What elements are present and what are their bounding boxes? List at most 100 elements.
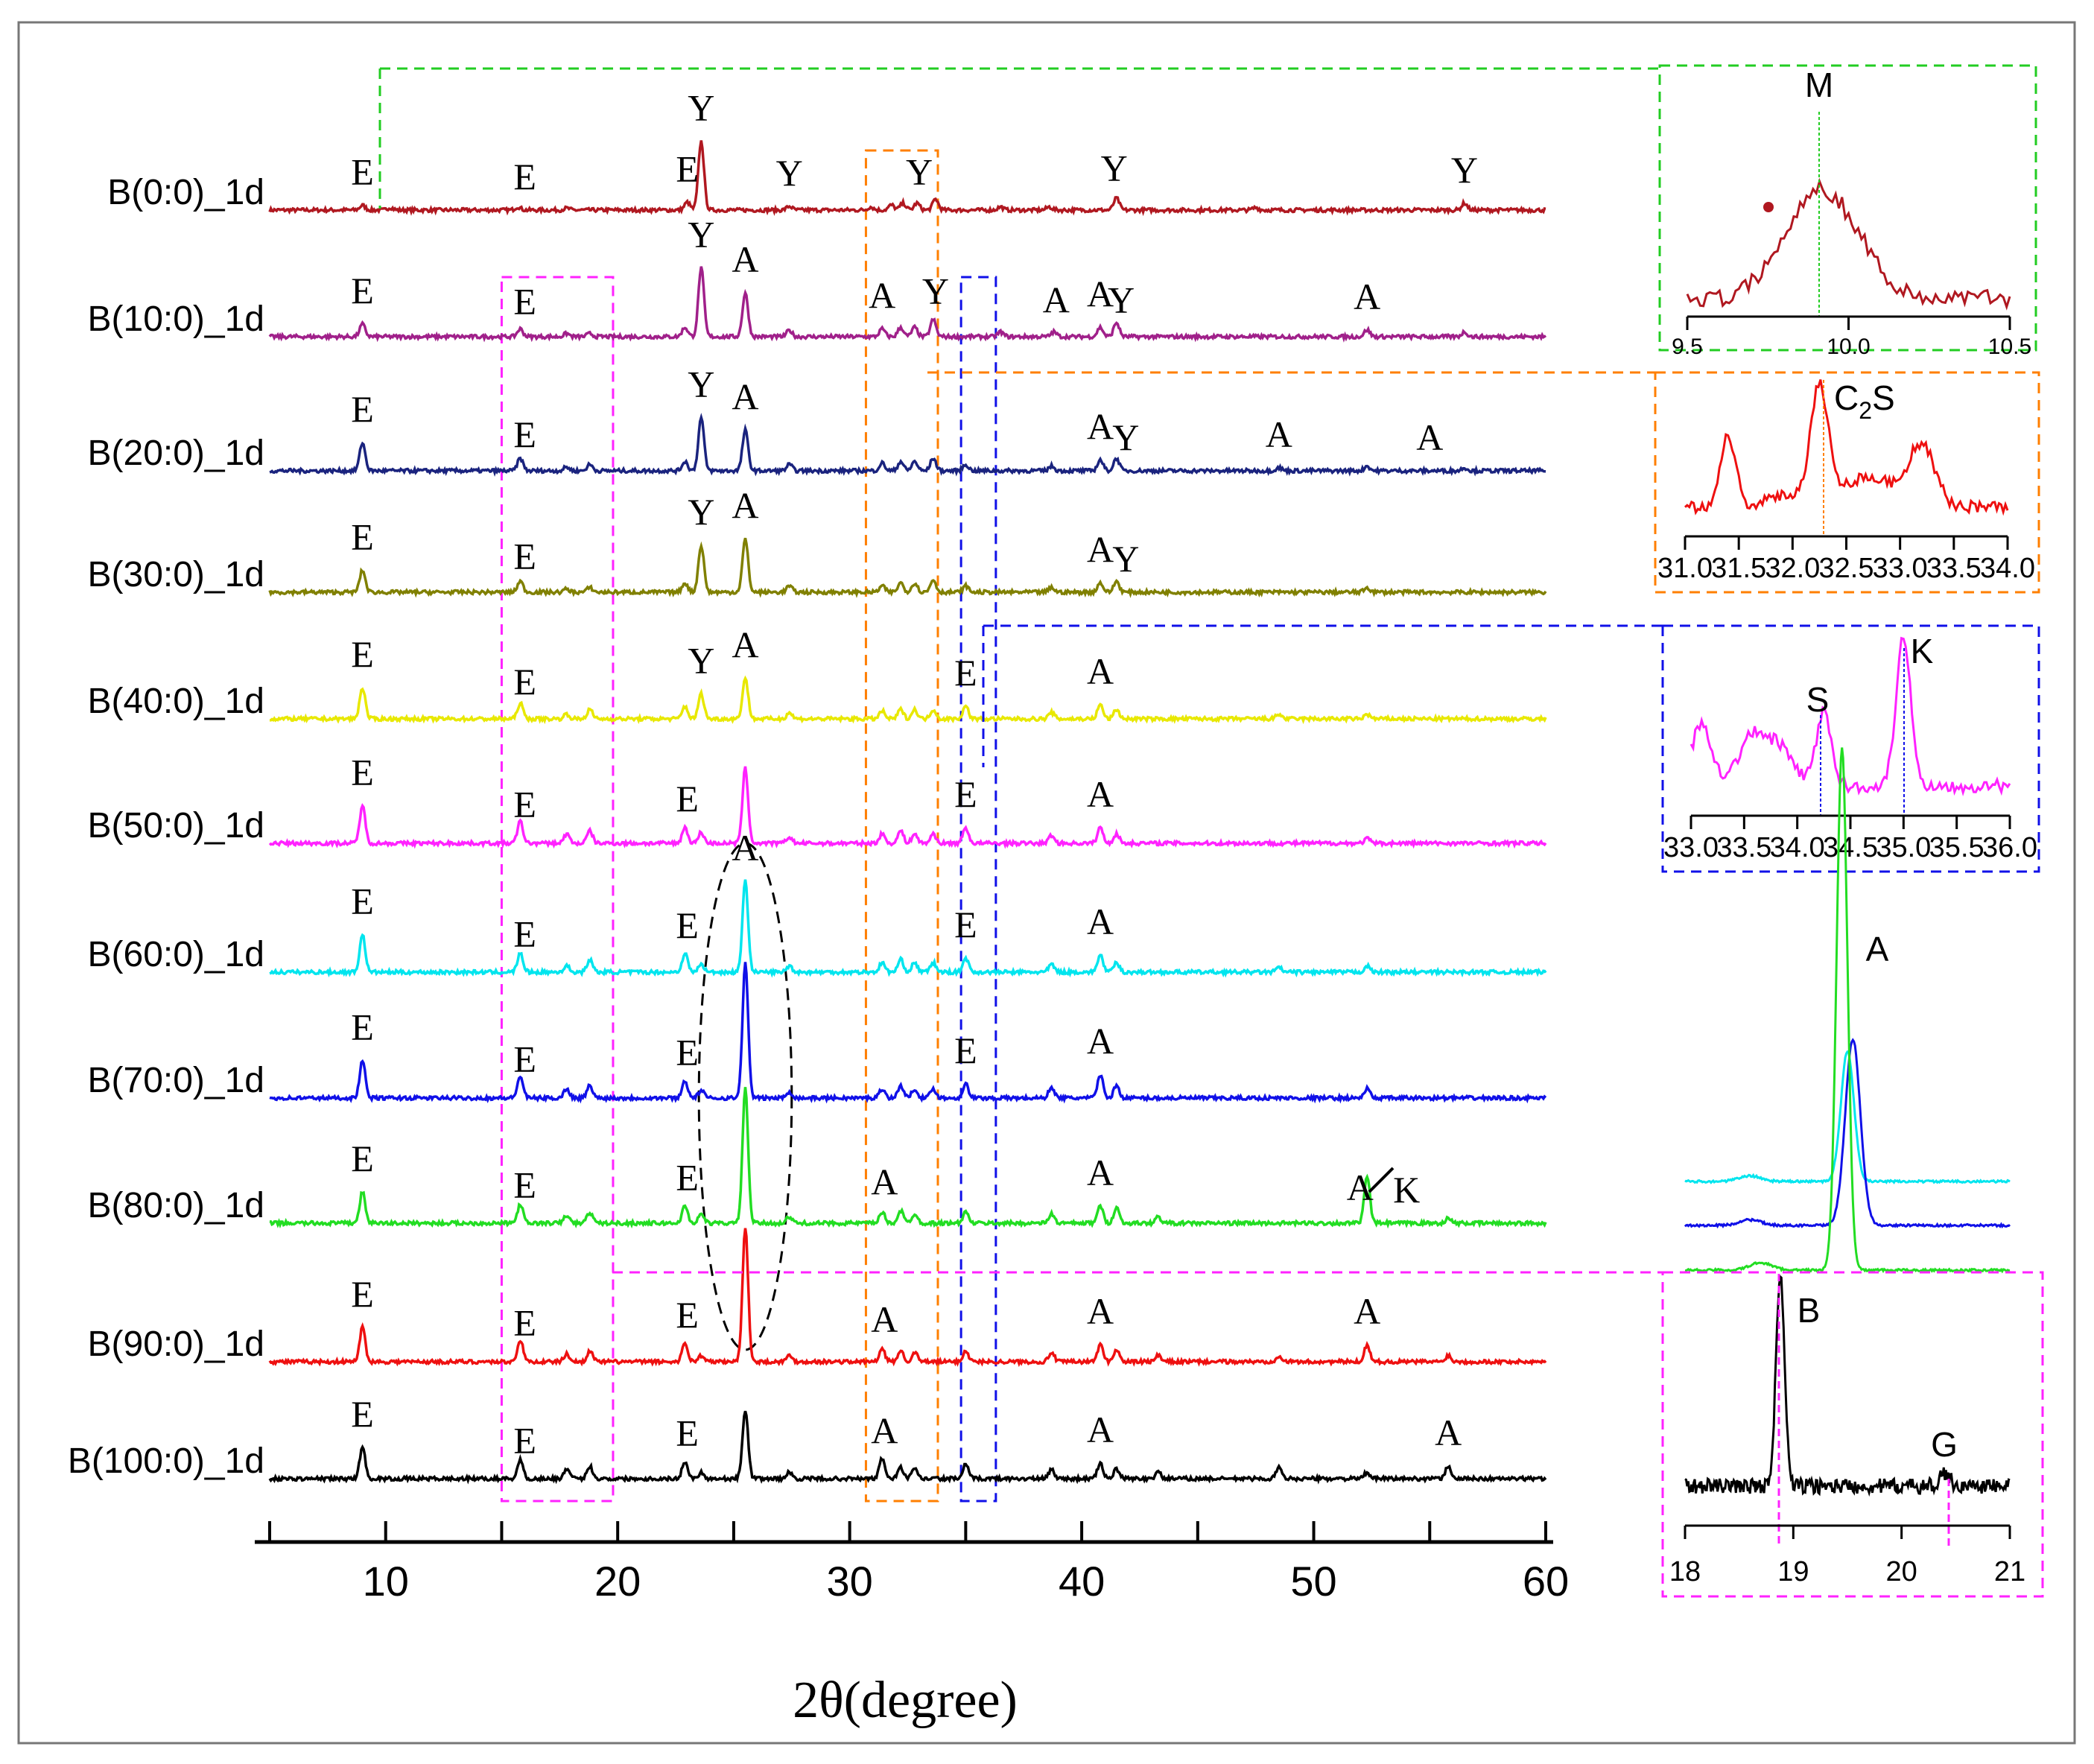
series-labels: B(0:0)_1d B(10:0)_1d B(20:0)_1d B(30:0)_1d B… (68, 173, 264, 1481)
peak-label-E: E (513, 1302, 536, 1344)
series-label: B(0:0)_1d (107, 173, 264, 212)
x-tick-label: 50 (1290, 1558, 1336, 1605)
x-tick-label: 30 (826, 1558, 872, 1605)
inset-SK: 33.033.534.034.535.035.536.0 S K (982, 624, 2040, 873)
peak-label-A: A (1087, 773, 1114, 815)
inset-tick-label: 10.0 (1827, 334, 1870, 359)
peak-label-E: E (351, 1393, 374, 1435)
peak-label-E: E (954, 773, 977, 815)
peak-label-Y: Y (906, 150, 933, 192)
peak-label-E: E (513, 535, 536, 577)
peak-label-E: E (351, 633, 374, 675)
peak-label-Y: Y (688, 364, 714, 405)
k-pointer (1368, 1167, 1395, 1193)
peak-label-A: A (869, 275, 895, 317)
inset-tick-label: 35.5 (1929, 832, 1984, 863)
inset-tick-label: 35.0 (1876, 832, 1931, 863)
magenta-box (500, 276, 615, 1503)
series-label: B(70:0)_1d (88, 1061, 265, 1100)
peak-label-K: K (1393, 1169, 1420, 1211)
peak-label-Y: Y (688, 87, 714, 129)
peak-label-E: E (513, 661, 536, 702)
inset-BG-box (1661, 1271, 2044, 1598)
blue-box (959, 276, 997, 1503)
peak-label-A: A (1087, 1152, 1114, 1193)
inset-BG: 18 19 20 21 B G (612, 1271, 2044, 1598)
peak-label-E: E (676, 1157, 699, 1199)
series-label: B(100:0)_1d (68, 1441, 264, 1481)
peak-label-E: E (351, 151, 374, 193)
peak-label-A: A (1087, 528, 1114, 570)
inset-peak-label: S (1806, 680, 1830, 719)
x-tick-label: 20 (594, 1558, 641, 1605)
series-label: B(40:0)_1d (88, 682, 265, 721)
peak-label-A: A (1266, 413, 1292, 455)
xrd-traces (268, 140, 1547, 1485)
series-label: B(30:0)_1d (88, 555, 265, 594)
peak-label-E: E (351, 1138, 374, 1179)
peak-label-E: E (513, 1038, 536, 1080)
trace-B(50:0)_1d (268, 766, 1547, 849)
peak-label-Y: Y (688, 214, 714, 256)
peak-label-A: A (1347, 1167, 1374, 1208)
inset-tick-label: 19 (1777, 1556, 1809, 1587)
x-tick-label: 60 (1523, 1558, 1569, 1605)
inset-tick-label: 34.0 (1980, 553, 2035, 584)
orange-box (864, 149, 939, 1503)
series-label: B(10:0)_1d (88, 299, 265, 339)
trace-B(90:0)_1d (268, 1228, 1547, 1368)
x-tick-label: 40 (1059, 1558, 1105, 1605)
peak-label-A: A (732, 238, 758, 280)
inset-peak-label: M (1805, 66, 1833, 104)
peak-label-Y: Y (1451, 149, 1478, 191)
figure-frame (17, 21, 2076, 1745)
peak-label-A: A (871, 1161, 898, 1203)
inset-tick-label: 20 (1886, 1556, 1917, 1587)
peak-label-E: E (513, 280, 536, 322)
peak-label-E: E (513, 784, 536, 825)
series-label: B(20:0)_1d (88, 434, 265, 473)
peak-label-A: A (732, 827, 758, 869)
insets: 9.5 10.0 10.5M31.031.532.032.533.033.534.0… (378, 64, 2044, 1598)
peak-label-E: E (351, 270, 374, 311)
inset-tick-label: 33.5 (1716, 832, 1771, 863)
peak-label-A: A (1087, 273, 1114, 314)
peak-label-A: A (1087, 650, 1114, 692)
inset-C2S: 31.031.532.032.533.033.534.0 C2S (927, 371, 2040, 594)
x-tick-label: 10 (363, 1558, 409, 1605)
inset-tick-label: 33.0 (1873, 553, 1928, 584)
peak-label-E: E (513, 413, 536, 455)
inset-M-marker (1763, 202, 1774, 212)
trace-B(40:0)_1d (269, 675, 1547, 725)
peak-label-E: E (954, 904, 977, 945)
peak-label-E: E (351, 1006, 374, 1048)
inset-tick-label: 36.0 (1982, 832, 2037, 863)
peak-label-E: E (513, 1164, 536, 1206)
peak-label-A: A (1435, 1412, 1462, 1453)
x-axis-label: 2θ(degree) (793, 1672, 1018, 1729)
inset-tick-label: 33.5 (1926, 553, 1982, 584)
peak-label-A: A (1087, 1021, 1114, 1062)
peak-label-Y: Y (776, 152, 803, 194)
peak-label-A: A (1354, 276, 1380, 317)
peak-label-E: E (676, 147, 699, 189)
inset-tick-label: 31.5 (1711, 553, 1766, 584)
x-axis: 2θ(degree) 10 20 30 40 50 60 (255, 1521, 1569, 1729)
peak-label-Y: Y (1112, 416, 1139, 458)
inset-peak-label: A (1866, 930, 1889, 968)
inset-A: A (1684, 747, 2011, 1274)
inset-BG-curve (1684, 1274, 2011, 1497)
inset-tick-label: 34.5 (1823, 832, 1878, 863)
peak-label-E: E (351, 752, 374, 793)
peak-label-E: E (676, 1412, 699, 1454)
inset-M-curve (1686, 177, 2011, 311)
trace-B(0:0)_1d (268, 140, 1546, 217)
inset-tick-label: 32.5 (1819, 553, 1874, 584)
trace-B(60:0)_1d (269, 879, 1547, 978)
peak-label-E: E (351, 388, 374, 430)
peak-label-E: E (954, 652, 977, 694)
peak-label-Y: Y (922, 270, 949, 312)
inset-M-box (1658, 64, 2037, 352)
